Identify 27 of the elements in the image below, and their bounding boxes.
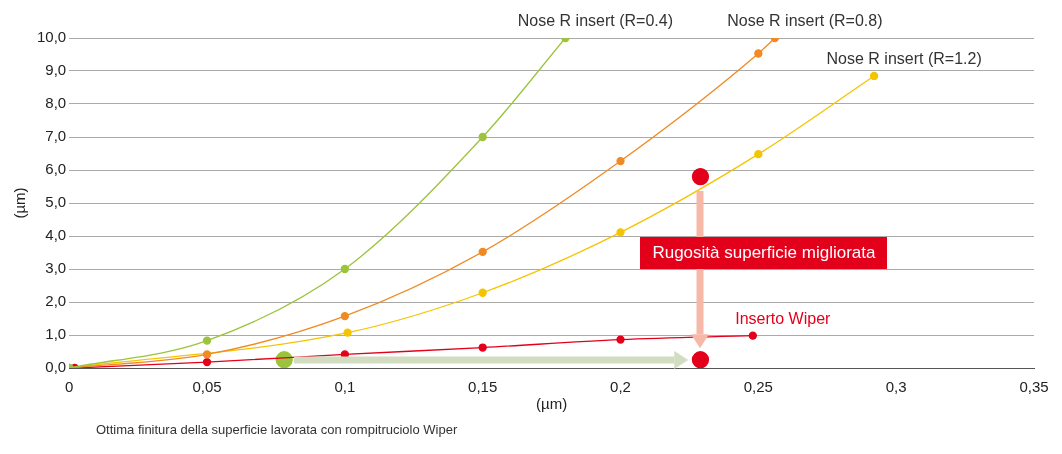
series-label: Nose R insert (R=0.8) xyxy=(727,12,883,30)
x-tick-label: 0,05 xyxy=(192,378,222,396)
x-tick-label: 0,3 xyxy=(885,378,907,396)
y-tick-label: 6,0 xyxy=(45,160,67,178)
text: Ottima finitura della superficie lavorata con rompitruciolo Wiper xyxy=(96,422,459,437)
x-tick-label: 0,25 xyxy=(743,378,773,396)
series-label: Nose R insert (R=1.2) xyxy=(826,50,982,68)
y-tick-label: 1,0 xyxy=(45,325,67,343)
x-tick-label: 0 xyxy=(65,378,74,396)
y-axis-title: (µm) xyxy=(11,187,29,219)
y-tick-label: 8,0 xyxy=(45,94,67,112)
x-tick-label: 0,2 xyxy=(610,378,631,396)
y-tick-label: 10,0 xyxy=(36,28,67,46)
y-tick-label: 0,0 xyxy=(45,358,67,376)
y-tick-label: 5,0 xyxy=(45,193,67,211)
y-tick-label: 7,0 xyxy=(45,127,67,145)
series-label: Nose R insert (R=0.4) xyxy=(517,12,673,30)
x-tick-label: 0,1 xyxy=(334,378,356,396)
x-axis-title: (µm) xyxy=(536,395,568,413)
y-tick-label: 4,0 xyxy=(45,226,67,244)
y-tick-label: 2,0 xyxy=(45,292,67,310)
y-tick-label: 3,0 xyxy=(45,259,67,277)
y-tick-label: 9,0 xyxy=(45,61,67,79)
x-tick-label: 0,15 xyxy=(468,378,498,396)
series-label: Inserto Wiper xyxy=(735,310,832,328)
x-tick-label: 0,35 xyxy=(1019,378,1049,396)
annotation: Rugosità superficie migliorata xyxy=(640,237,888,270)
